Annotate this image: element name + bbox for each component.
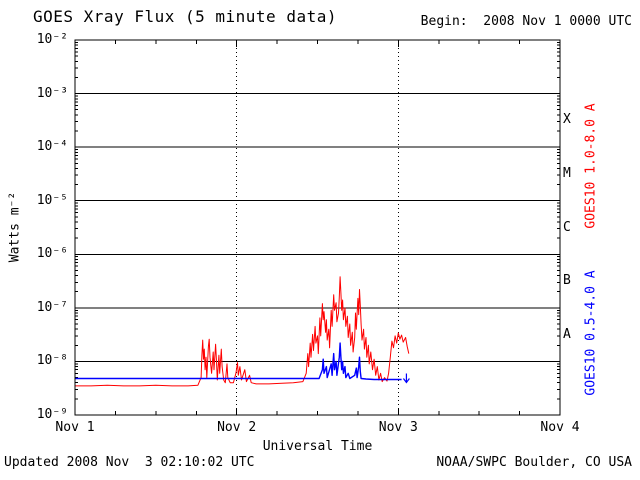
x-tick-label: Nov 3: [378, 420, 418, 435]
series-goes10-long-line: [75, 276, 410, 387]
y-tick-label: 10⁻²: [36, 32, 68, 47]
goes10-short-channel-label: GOES10 0.5-4.0 A: [583, 270, 599, 396]
x-tick-label: Nov 1: [55, 420, 95, 435]
y-tick-label: 10⁻³: [36, 85, 68, 101]
x-axis-title: Universal Time: [262, 439, 373, 454]
source-credit: NOAA/SWPC Boulder, CO USA: [436, 455, 632, 470]
y-tick-label: 10⁻⁶: [36, 246, 68, 262]
chart-title: GOES Xray Flux (5 minute data): [33, 7, 337, 26]
y-tick-label: 10⁻⁴: [36, 139, 68, 155]
plot-frame: [74, 39, 561, 416]
x-tick-label: Nov 4: [540, 420, 580, 435]
flare-class-label: C: [563, 219, 571, 235]
goes10-long-channel-label: GOES10 1.0-8.0 A: [583, 103, 599, 229]
flare-class-label: M: [563, 165, 571, 181]
series-goes10-short-down-arrow-marker: [402, 373, 410, 384]
y-tick-label: 10⁻⁷: [36, 299, 68, 315]
flare-class-label: B: [563, 273, 571, 289]
y-tick-label: 10⁻⁹: [36, 407, 68, 422]
series-goes10-short-line: [75, 342, 402, 381]
y-tick-label: 10⁻⁸: [36, 353, 68, 369]
x-tick-label: Nov 2: [217, 420, 257, 435]
flare-class-label: A: [563, 326, 571, 342]
y-tick-label: 10⁻⁵: [36, 192, 68, 208]
y-axis-title: Watts m⁻²: [7, 191, 23, 263]
updated-timestamp: Updated 2008 Nov 3 02:10:02 UTC: [4, 455, 255, 470]
begin-time-label: Begin: 2008 Nov 1 0000 UTC: [420, 14, 632, 29]
flare-class-label: X: [563, 112, 571, 128]
